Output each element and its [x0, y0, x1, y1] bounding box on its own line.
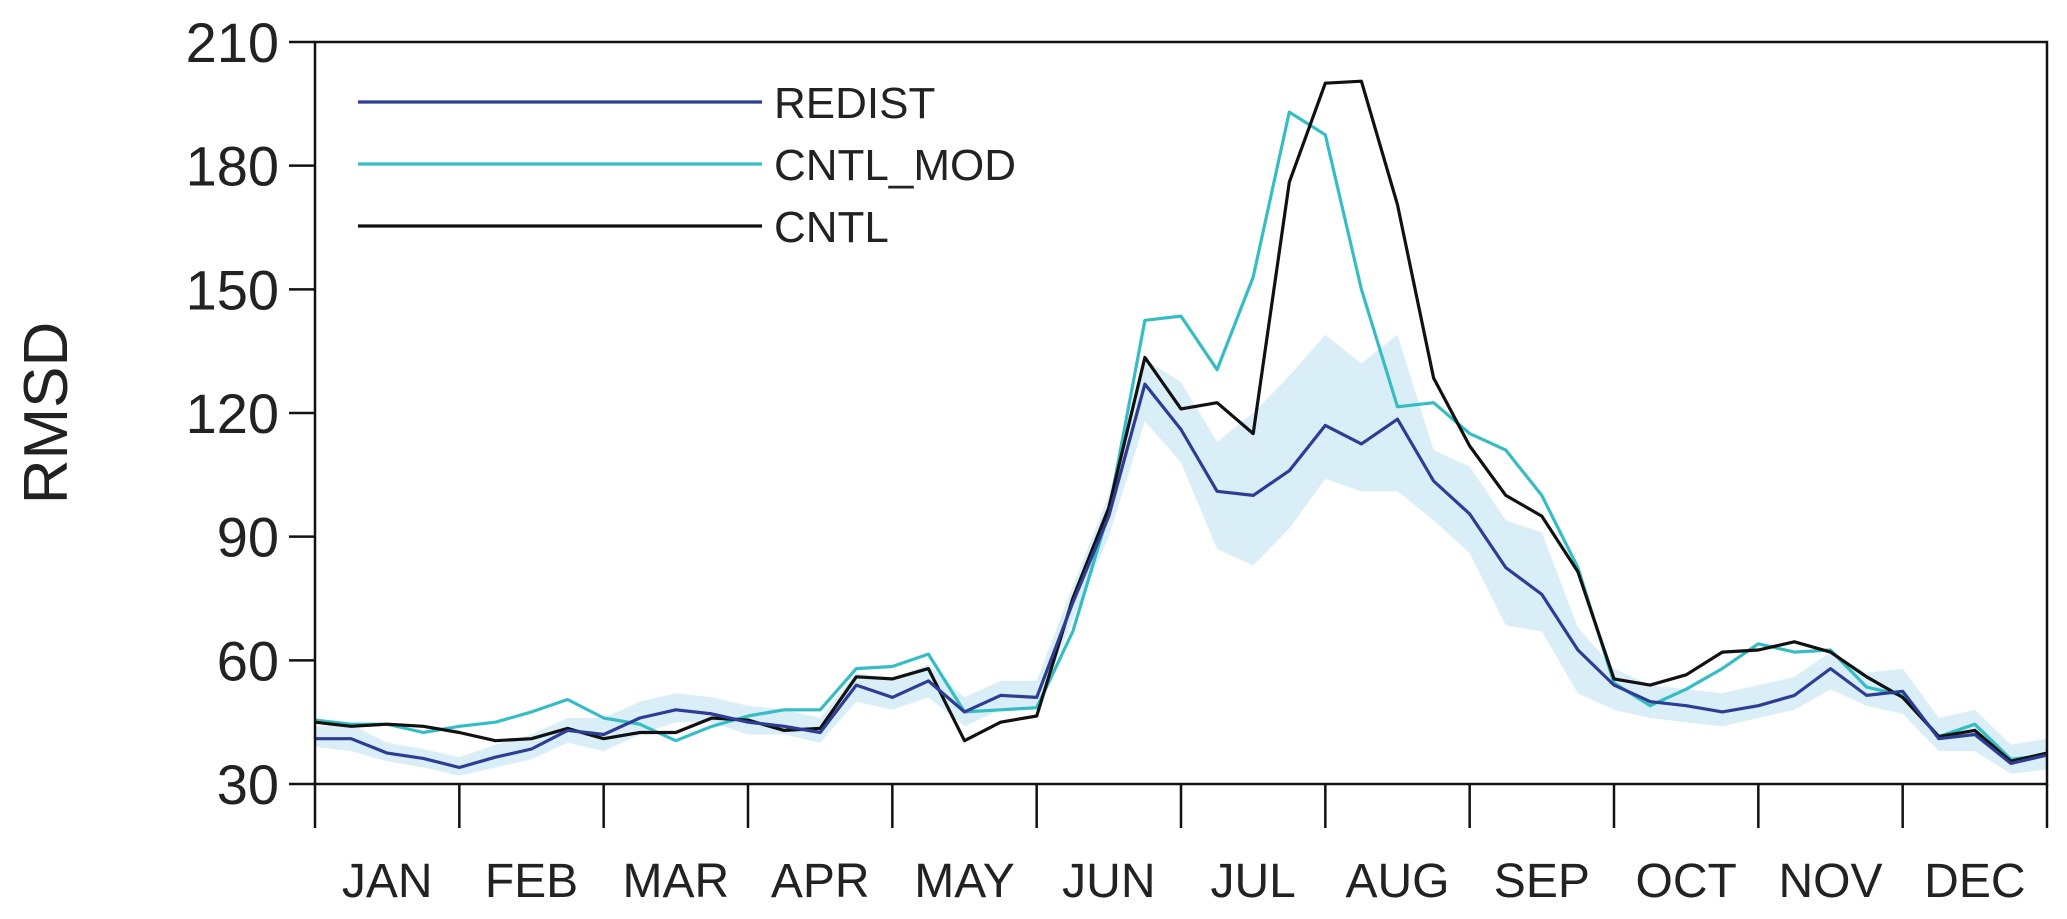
legend-label: REDIST	[774, 79, 935, 128]
x-tick-label: MAR	[622, 855, 729, 908]
y-tick-label: 120	[186, 382, 279, 445]
y-tick-label: 180	[186, 135, 279, 198]
x-tick-label: MAY	[914, 855, 1014, 908]
y-tick-label: 150	[186, 258, 279, 321]
series-line-redist	[315, 382, 2048, 770]
legend-label: CNTL_MOD	[774, 141, 1016, 190]
x-tick-label: JAN	[342, 855, 433, 908]
x-axis: JAN FEB MAR APR MAY JUN JUL AUG SEP OCT NOV DEC	[313, 784, 2049, 908]
x-tick-label: AUG	[1345, 855, 1449, 908]
x-tick-label: SEP	[1494, 855, 1590, 908]
y-tick-label: 210	[186, 11, 279, 74]
x-tick-label: JUL	[1210, 855, 1295, 908]
legend: REDIST CNTL_MOD CNTL	[358, 79, 1016, 252]
x-tick-label: DEC	[1924, 855, 2025, 908]
redist-spread-area	[315, 334, 2047, 776]
y-tick-label: 90	[217, 506, 279, 569]
y-tick-label: 60	[217, 629, 279, 692]
x-tick-label: APR	[771, 855, 870, 908]
y-axis: 30 60 90 120 150 180 210	[186, 11, 315, 816]
x-tick-label: OCT	[1636, 855, 1737, 908]
legend-label: CNTL	[774, 203, 889, 252]
y-axis-title: RMSD	[12, 322, 81, 505]
x-tick-label: NOV	[1778, 855, 1882, 908]
y-tick-label: 30	[217, 753, 279, 816]
redist-spread-band	[315, 334, 2047, 776]
x-tick-label: JUN	[1062, 855, 1155, 908]
series-line-cntl	[314, 79, 2048, 763]
series-lines	[314, 79, 2048, 770]
series-line-cntl-mod	[314, 110, 2048, 761]
x-tick-label: FEB	[485, 855, 578, 908]
